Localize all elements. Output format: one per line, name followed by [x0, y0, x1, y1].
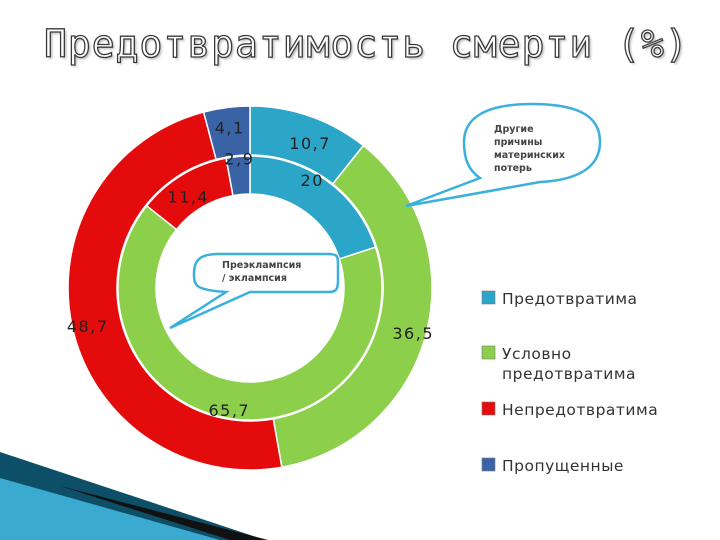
legend-label-conditional: Условно предотвратима	[502, 345, 636, 383]
page-title: Предотвратимость смерти (%)	[43, 21, 689, 66]
legend-swatch-missed	[481, 457, 496, 472]
callout-outer-bubble	[405, 102, 602, 208]
outer-ring-segment-unpreventable	[67, 111, 283, 471]
callout-outer-line-1: Другие	[494, 124, 534, 135]
callout-outer-line-4: потерь	[494, 163, 532, 174]
outer-ring-label-missed: 4,1	[215, 118, 245, 137]
inner-ring-label-unpreventable: 11,4	[167, 188, 209, 207]
outer-ring-label-conditional: 36,5	[392, 324, 434, 343]
outer-ring-segment-conditional	[272, 144, 433, 469]
callout-inner-bubble	[169, 252, 340, 330]
outer-ring-segment-missed	[202, 105, 251, 161]
callout-inner-text: Преэклампсия / эклампсия	[222, 260, 305, 284]
callout-outer-ring: Другие причины материнских потерь	[405, 102, 602, 208]
outer-ring-label-preventable: 10,7	[289, 134, 331, 153]
callout-inner-line-2: / эклампсия	[222, 273, 287, 284]
legend-label-unpreventable: Непредотвратима	[502, 401, 658, 419]
rings-group	[67, 105, 433, 471]
callout-inner-line-1: Преэклампсия	[222, 260, 301, 271]
legend: Предотвратима Условно предотвратима Непредо…	[481, 290, 658, 475]
corner-swoosh-light	[0, 478, 220, 540]
corner-decoration	[0, 452, 268, 540]
inner-ring-label-missed: 2,9	[224, 150, 254, 169]
corner-swoosh-black	[60, 486, 268, 540]
inner-ring-label-preventable: 20	[301, 171, 324, 190]
legend-label-missed: Пропущенные	[502, 457, 624, 475]
legend-swatch-conditional	[481, 345, 496, 360]
inner-ring-segment-missed	[225, 155, 251, 197]
legend-swatch-unpreventable	[481, 401, 496, 416]
legend-label-preventable: Предотвратима	[502, 290, 638, 308]
ring-labels-group: 10,7 36,5 48,7 4,1 20 65,7 11,4 2,9	[67, 118, 434, 420]
callout-outer-line-2: причины	[494, 137, 542, 148]
inner-ring-segment-conditional	[117, 204, 383, 421]
legend-swatch-preventable	[481, 290, 496, 305]
inner-ring-label-conditional: 65,7	[208, 401, 250, 420]
callout-inner-ring: Преэклампсия / эклампсия	[169, 252, 340, 330]
outer-ring-label-unpreventable: 48,7	[67, 317, 109, 336]
callout-outer-line-3: материнских	[494, 150, 565, 161]
callout-outer-text: Другие причины материнских потерь	[494, 124, 568, 174]
